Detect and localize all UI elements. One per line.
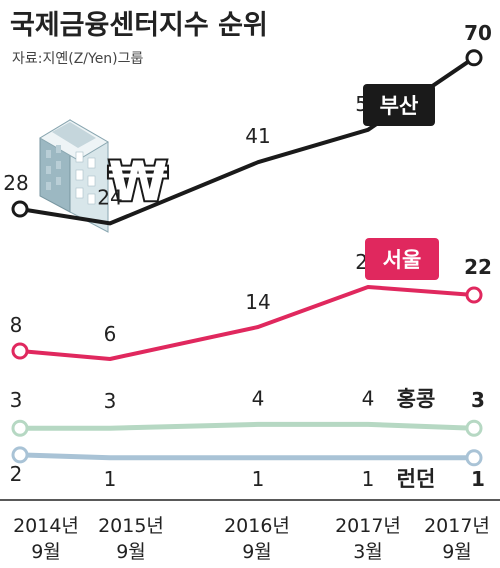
point-marker-seoul-4 [465, 286, 483, 304]
data-label-london-2: 1 [252, 467, 265, 491]
chart-title: 국제금융센터지수 순위 [10, 10, 268, 41]
data-label-seoul-0: 8 [10, 313, 23, 337]
x-tick-label-1-1: 9월 [116, 541, 146, 563]
data-label-busan-4: 70 [464, 21, 492, 45]
data-label-busan-2: 41 [245, 124, 270, 148]
data-label-hongkong-2: 4 [252, 386, 265, 410]
x-tick-label-2-1: 9월 [242, 541, 272, 563]
point-marker-busan-0 [11, 200, 29, 218]
legend-london: 런던 [397, 467, 436, 491]
data-label-london-4: 1 [471, 467, 485, 491]
series-line-seoul [18, 285, 476, 361]
data-label-hongkong-0: 3 [10, 388, 23, 412]
data-label-seoul-1: 6 [104, 322, 117, 346]
x-tick-label-0-0: 2014년 [13, 515, 79, 537]
point-marker-hongkong-0 [11, 419, 29, 437]
chart-source: 자료:지옌(Z/Yen)그룹 [12, 51, 144, 67]
data-label-london-0: 2 [10, 462, 23, 486]
data-label-hongkong-4: 3 [471, 388, 485, 412]
legend-seoul: 서울 [383, 248, 422, 272]
point-marker-hongkong-4 [465, 419, 483, 437]
series-line-hongkong [17, 421, 477, 431]
legend-hongkong: 홍콩 [397, 387, 436, 411]
point-marker-busan-4 [465, 49, 483, 67]
point-marker-london-4 [465, 449, 483, 467]
x-tick-label-4-0: 2017년 [424, 515, 490, 537]
point-marker-seoul-0 [11, 342, 29, 360]
x-tick-label-3-1: 3월 [353, 541, 383, 563]
x-tick-label-3-0: 2017년 [335, 515, 401, 537]
data-label-hongkong-3: 4 [362, 386, 375, 410]
legend-busan: 부산 [380, 94, 419, 118]
data-label-seoul-2: 14 [245, 290, 270, 314]
data-label-seoul-4: 22 [464, 255, 492, 279]
data-label-busan-1: 24 [97, 185, 122, 209]
x-tick-label-4-1: 9월 [442, 541, 472, 563]
series-line-london [17, 452, 477, 461]
x-tick-label-1-0: 2015년 [98, 515, 164, 537]
data-label-busan-0: 28 [3, 171, 28, 195]
x-tick-label-2-0: 2016년 [224, 515, 290, 537]
data-label-hongkong-1: 3 [104, 389, 117, 413]
point-marker-london-0 [11, 446, 29, 464]
legend-box-busan [363, 84, 435, 126]
legend-box-seoul [365, 238, 439, 280]
x-tick-label-0-1: 9월 [31, 541, 61, 563]
data-label-london-1: 1 [104, 467, 117, 491]
data-label-london-3: 1 [362, 467, 375, 491]
